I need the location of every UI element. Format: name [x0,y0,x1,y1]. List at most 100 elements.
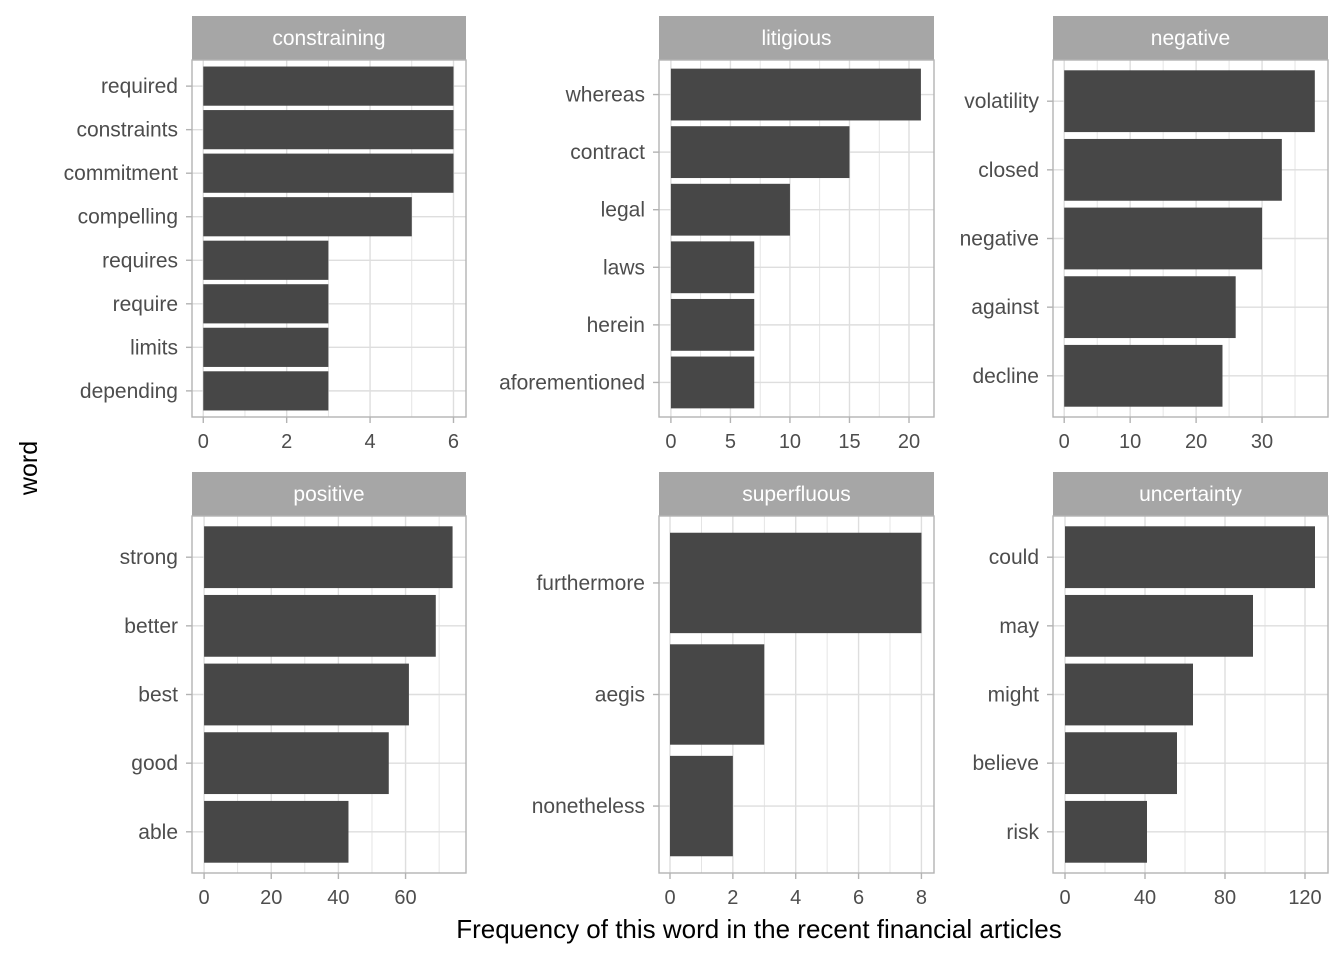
bar-aforementioned [670,356,755,409]
bar-decline [1064,344,1223,407]
bar-constraints [203,110,454,150]
x-tick-label: 20 [1185,431,1207,453]
strip [1053,16,1328,60]
strip [659,472,934,516]
x-tick-label: 4 [790,887,801,909]
bar-may [1065,594,1253,657]
y-tick-label: commitment [64,162,179,185]
y-tick-label: might [988,684,1040,707]
y-tick-label: risk [1006,821,1039,844]
bar-whereas [670,68,921,121]
x-tick-label: 120 [1288,887,1321,909]
y-tick-label: nonetheless [532,795,645,818]
panel-border [1052,59,1329,418]
y-tick-label: volatility [964,90,1039,113]
y-tick-label: furthermore [536,572,645,595]
x-tick-label: 10 [779,431,801,453]
x-tick-label: 8 [916,887,927,909]
strip-title: litigious [761,27,831,50]
x-tick-label: 0 [1059,887,1070,909]
y-tick-label: compelling [78,206,178,229]
panel-border [191,59,467,418]
x-axis-title: Frequency of this word in the recent fin… [456,914,1062,944]
x-tick-label: 6 [853,887,864,909]
x-tick-label: 60 [394,887,416,909]
bar-legal [670,183,790,236]
y-tick-label: depending [80,380,178,403]
y-tick-label: could [989,546,1039,569]
y-tick-label: herein [587,314,645,337]
bar-contract [670,126,850,179]
bar-herein [670,298,755,351]
bar-required [203,66,454,106]
bar-good [204,732,389,795]
strip-title: uncertainty [1139,483,1242,506]
bar-closed [1064,138,1282,201]
x-tick-label: 0 [664,887,675,909]
x-tick-label: 5 [725,431,736,453]
bar-volatility [1064,70,1315,133]
bar-limits [203,327,329,367]
strip [659,16,934,60]
x-tick-label: 30 [1251,431,1273,453]
x-tick-label: 40 [1134,887,1156,909]
x-tick-label: 2 [727,887,738,909]
strip-title: negative [1151,27,1230,50]
y-tick-label: require [113,293,178,316]
y-tick-label: limits [130,336,178,359]
y-tick-label: whereas [565,84,645,107]
bar-better [204,594,436,657]
y-tick-label: aegis [595,684,645,707]
x-tick-label: 0 [1059,431,1070,453]
bar-best [204,663,409,726]
y-tick-label: decline [972,365,1039,388]
x-tick-label: 0 [199,887,210,909]
bar-furthermore [670,532,922,634]
y-tick-label: legal [601,199,645,222]
bar-require [203,284,329,324]
bar-believe [1065,732,1177,795]
y-tick-label: aforementioned [499,371,645,394]
y-tick-label: better [124,615,178,638]
x-tick-label: 40 [327,887,349,909]
bar-against [1064,276,1236,339]
bar-might [1065,663,1193,726]
panel-border [1052,515,1329,874]
panel-negative: negative 0 10 20 30 volatility closed negative a… [960,16,1329,453]
y-tick-label: contract [570,141,645,164]
x-tick-label: 20 [898,431,920,453]
x-tick-label: 80 [1214,887,1236,909]
x-tick-label: 0 [665,431,676,453]
y-tick-label: strong [120,546,178,569]
strip-title: superfluous [742,483,851,506]
y-tick-label: required [101,75,178,98]
panel-border [191,515,467,874]
bar-negative [1064,207,1263,270]
y-tick-label: constraints [76,119,178,142]
panel-constraining: constraining 0 2 4 6 required constraints commi… [64,16,467,453]
panel-border [658,515,935,874]
y-tick-label: believe [972,752,1039,775]
y-tick-label: good [131,752,178,775]
strip-title: constraining [272,27,385,50]
bar-able [204,800,349,863]
bar-requires [203,240,329,280]
strip [192,472,466,516]
x-tick-label: 6 [448,431,459,453]
facet-panels: constraining 0 2 4 6 required constraints commi… [64,16,1329,909]
y-axis-title: word [15,441,43,496]
x-tick-label: 2 [281,431,292,453]
y-tick-label: best [138,684,178,707]
bar-could [1065,526,1315,589]
strip [192,16,466,60]
x-tick-label: 15 [838,431,860,453]
bar-depending [203,371,329,411]
strip [1053,472,1328,516]
panel-border [658,59,935,418]
y-tick-label: may [999,615,1039,638]
bar-nonetheless [670,755,733,857]
bar-strong [204,526,453,589]
y-tick-label: requires [102,249,178,272]
bar-commitment [203,153,454,193]
x-tick-label: 0 [198,431,209,453]
